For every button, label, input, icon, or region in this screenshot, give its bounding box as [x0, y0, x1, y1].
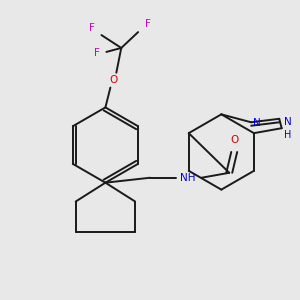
Text: F: F: [94, 48, 99, 58]
Text: H: H: [284, 130, 291, 140]
Text: N: N: [253, 118, 261, 128]
Text: F: F: [88, 23, 94, 33]
Text: O: O: [109, 75, 118, 85]
Text: F: F: [145, 19, 151, 29]
Text: O: O: [230, 135, 238, 145]
Text: NH: NH: [180, 173, 195, 183]
Text: N: N: [284, 117, 292, 127]
